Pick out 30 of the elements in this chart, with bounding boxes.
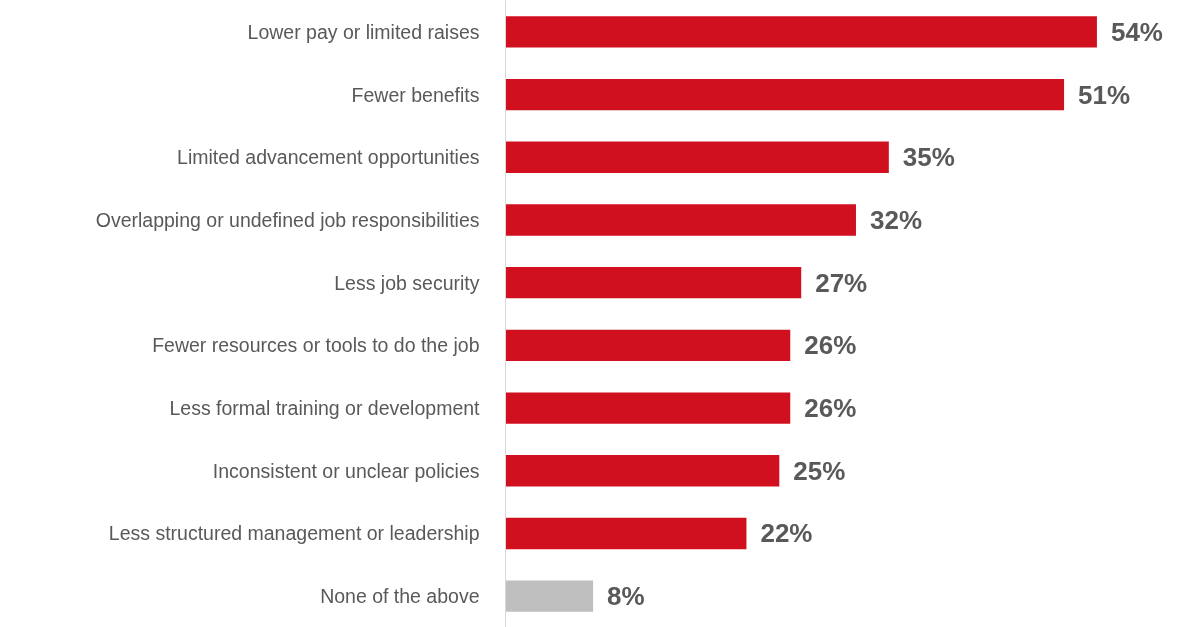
y-tick-label: Lower pay or limited raises [247,20,480,43]
bar [505,78,1065,111]
bar [505,455,780,487]
y-tick-label: Fewer resources or tools to do the job [152,334,480,357]
data-label: 26% [804,330,857,361]
bar [505,580,594,612]
data-label: 51% [1078,79,1131,110]
bar [505,329,791,362]
y-tick-label: None of the above [320,585,480,608]
y-tick-label: Less formal training or development [169,397,481,420]
data-label: 35% [902,142,955,173]
bar [505,517,747,550]
y-tick-label: Overlapping or undefined job responsibilities [95,208,480,231]
bar [505,392,791,424]
data-label: 27% [815,267,868,298]
data-label: 32% [869,204,923,235]
data-label: 54% [1110,16,1163,47]
bar [505,16,1097,48]
y-tick-label: Less job security [334,271,480,294]
data-label: 8% [607,581,645,612]
bar [505,204,856,236]
bar [505,266,802,299]
data-label: 25% [793,455,846,486]
data-label: 22% [760,518,813,549]
bar [505,141,889,173]
y-tick-label: Fewer benefits [351,83,480,106]
data-label: 26% [804,393,857,424]
y-tick-label: Inconsistent or unclear policies [212,459,480,482]
y-tick-label: Less structured management or leadership [108,522,480,545]
y-tick-label: Limited advancement opportunities [177,146,480,169]
